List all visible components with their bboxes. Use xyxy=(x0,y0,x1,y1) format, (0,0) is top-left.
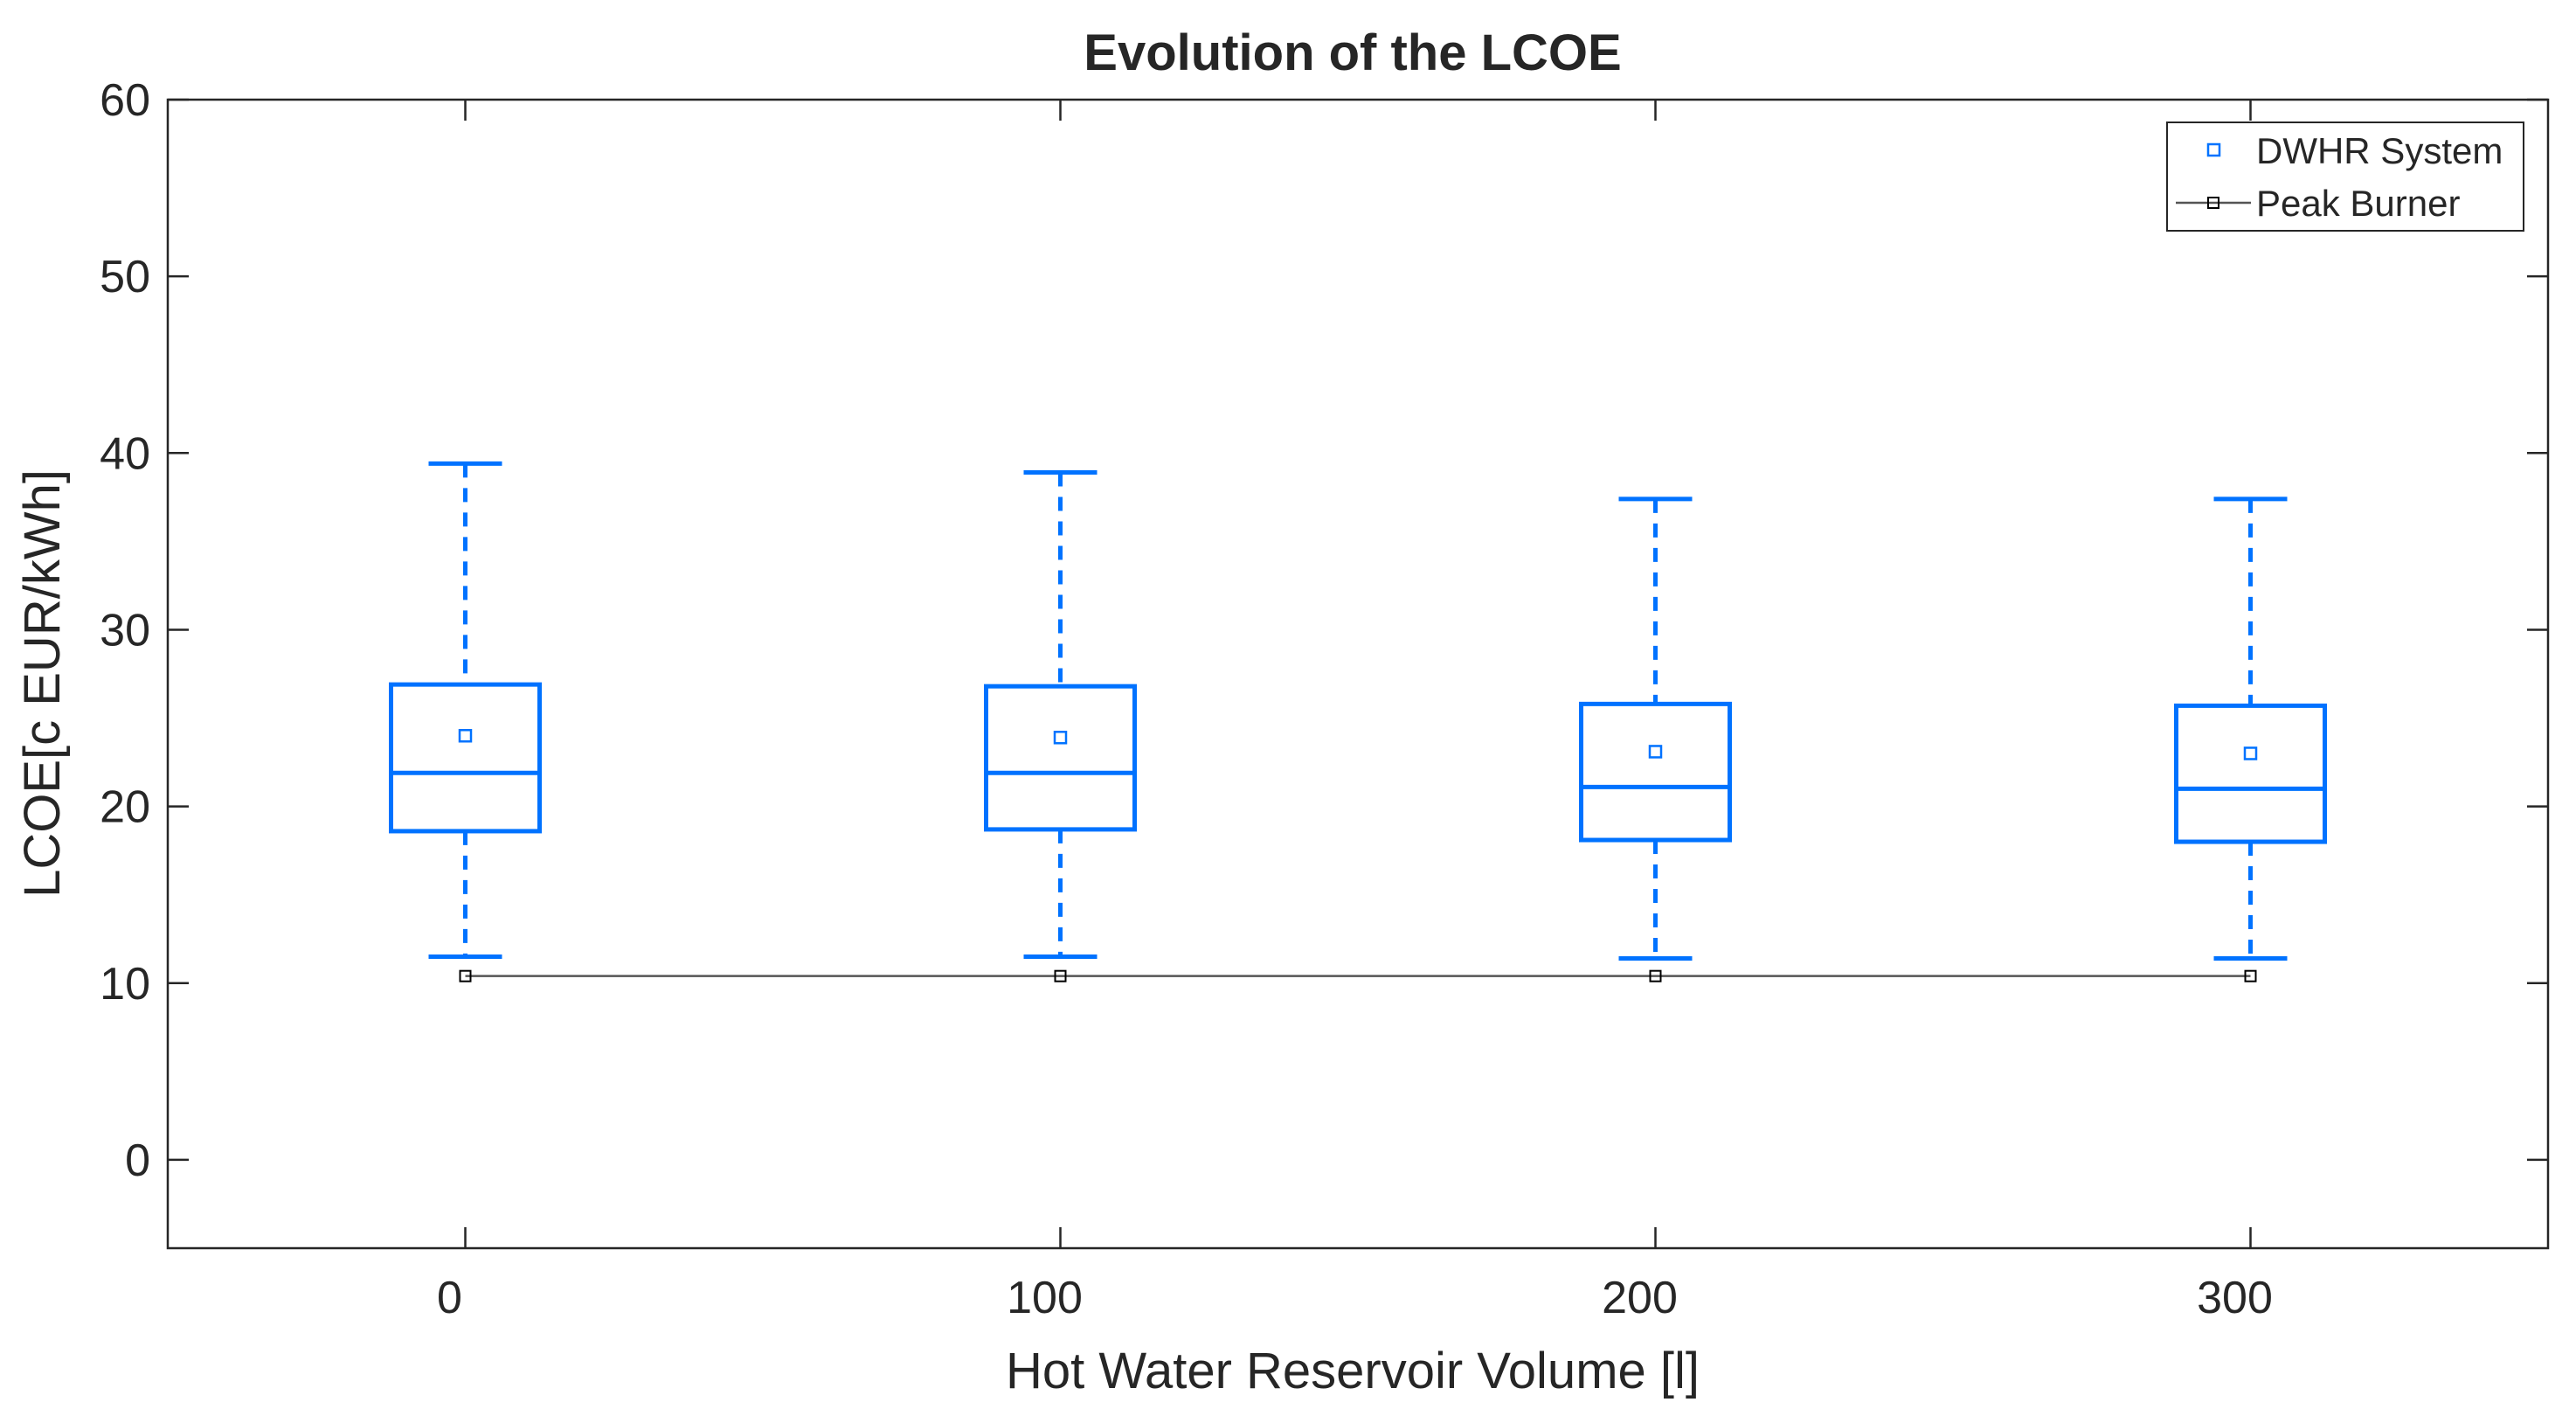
y-tick-label-2: 20 xyxy=(100,782,150,833)
legend-marker-dwhr xyxy=(2206,142,2221,157)
x-axis-label: Hot Water Reservoir Volume [l] xyxy=(1006,1343,1700,1399)
peak-burner-marker-2 xyxy=(1649,969,1662,982)
plot-frame xyxy=(166,98,2550,1250)
mean-marker-0 xyxy=(458,729,473,743)
peak-burner-marker-3 xyxy=(2244,969,2257,982)
y-tick-label-3: 30 xyxy=(100,605,150,656)
x-tick-label-3: 300 xyxy=(2197,1273,2273,1323)
y-tick-label-4: 40 xyxy=(100,428,150,479)
x-tick-label-1: 100 xyxy=(1007,1273,1083,1323)
y-tick-label-0: 0 xyxy=(125,1135,150,1186)
box-0 xyxy=(389,682,542,834)
y-axis-label: LCOE[c EUR/kWh] xyxy=(14,469,71,898)
box-3 xyxy=(2174,703,2327,844)
legend-label-peak: Peak Burner xyxy=(2256,183,2460,224)
plot-area: 0 10 20 30 40 50 60 0 100 200 300 xyxy=(100,75,2550,1323)
legend-box xyxy=(2166,121,2524,232)
mean-marker-3 xyxy=(2243,746,2258,760)
y-tick-label-5: 50 xyxy=(100,252,150,302)
x-tick-label-2: 200 xyxy=(1602,1273,1678,1323)
peak-burner-marker-1 xyxy=(1054,969,1067,982)
mean-marker-1 xyxy=(1053,731,1068,745)
box-1 xyxy=(984,684,1137,832)
x-tick-label-0: 0 xyxy=(437,1273,462,1323)
legend-marker-peak xyxy=(2207,197,2219,209)
legend-label-dwhr: DWHR System xyxy=(2256,130,2503,171)
box-2 xyxy=(1579,701,1732,843)
mean-marker-2 xyxy=(1648,745,1663,759)
y-tick-label-6: 60 xyxy=(100,75,150,126)
y-tick-label-1: 10 xyxy=(100,959,150,1010)
peak-burner-marker-0 xyxy=(459,969,472,982)
chart-title: Evolution of the LCOE xyxy=(1084,24,1621,81)
legend: DWHR System Peak Burner xyxy=(2166,121,2524,232)
